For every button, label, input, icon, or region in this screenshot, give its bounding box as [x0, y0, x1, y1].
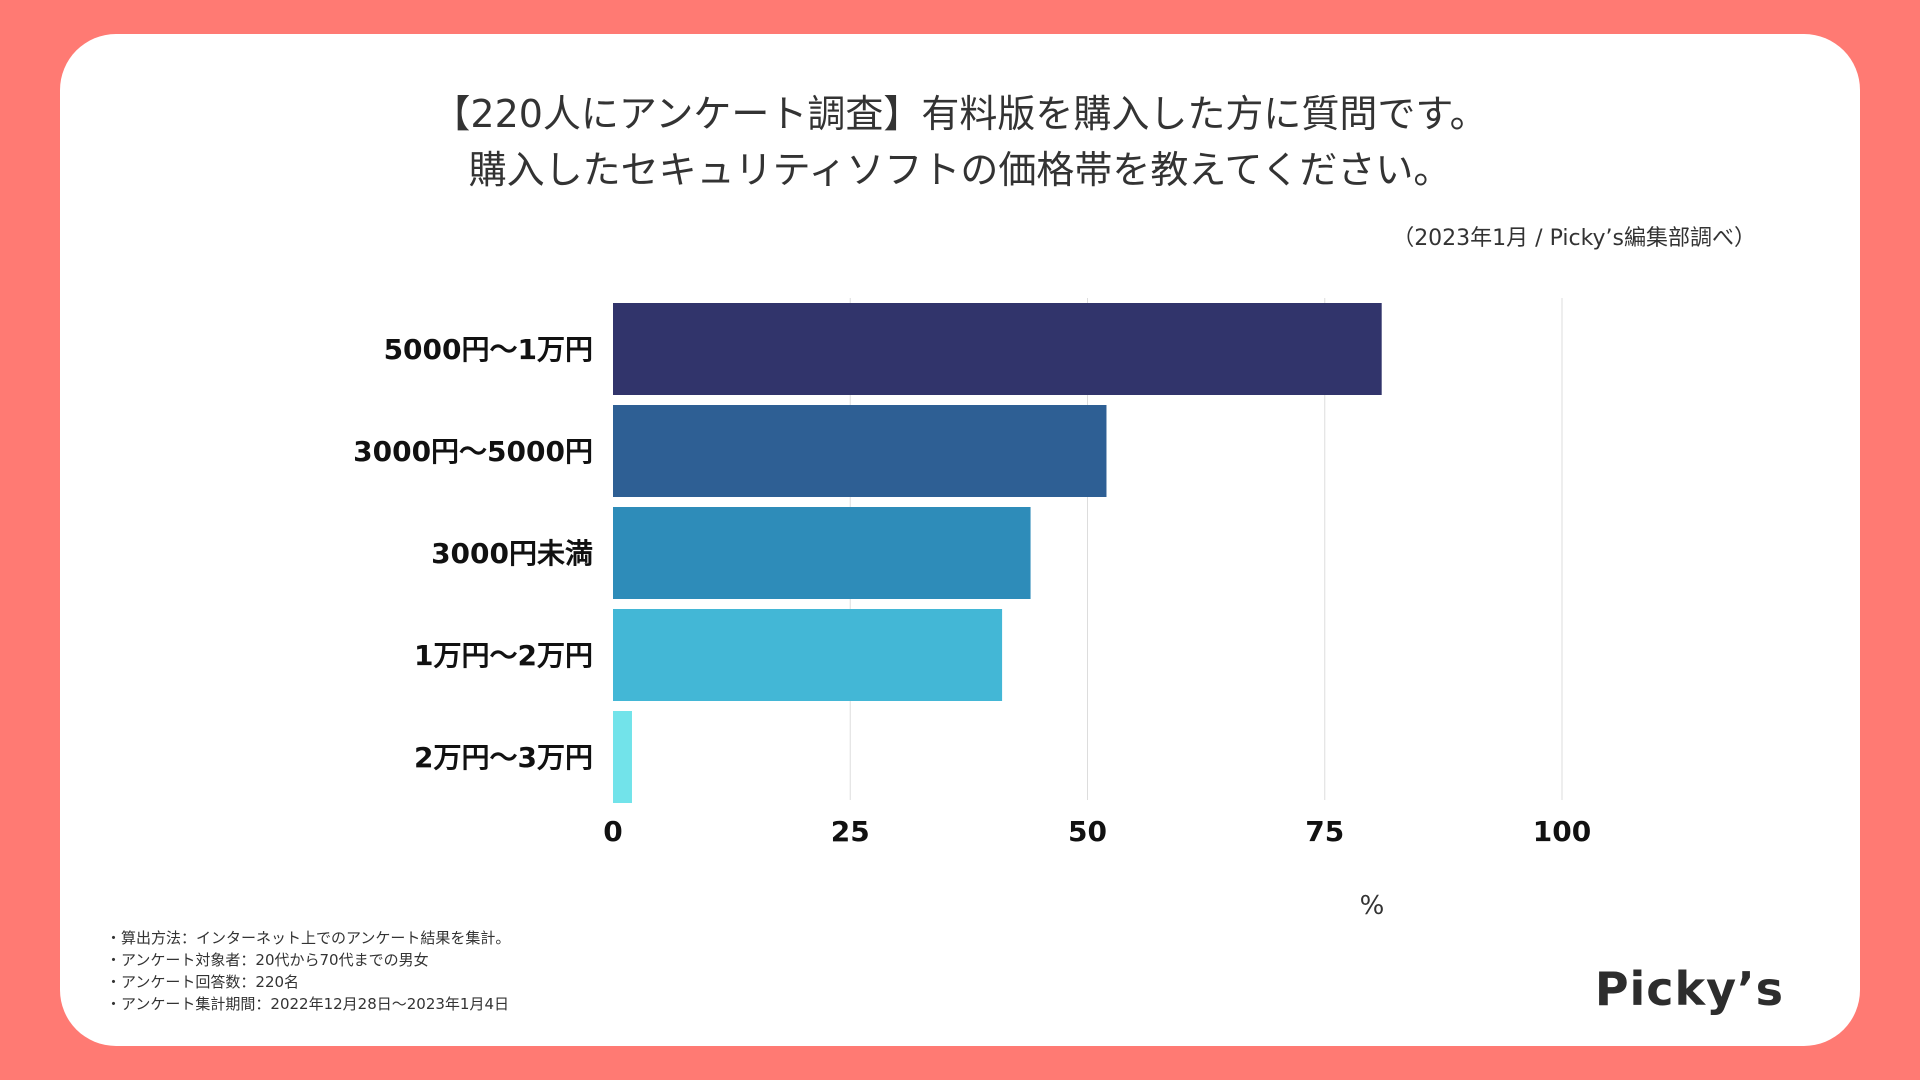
x-tick-label: 75 [1305, 815, 1344, 848]
pickys-logo: Picky’s [1594, 962, 1784, 1016]
x-tick-label: 100 [1533, 815, 1591, 848]
bar-3 [613, 507, 1031, 599]
category-label: 1万円〜2万円 [414, 639, 593, 672]
chart-title: 【220人にアンケート調査】有料版を購入した方に質問です。 購入したセキュリティ… [60, 86, 1860, 198]
bar-4 [613, 609, 1003, 701]
note-target: ・アンケート対象者：20代から70代までの男女 [106, 951, 429, 969]
bar-chart: 5000円〜1万円 3000円〜5000円 3000円未満 1万円〜2万円 2万円〜3万… [353, 298, 1591, 921]
survey-source: （2023年1月 / Picky’s編集部調べ） [1392, 226, 1756, 251]
bar-1 [613, 303, 1382, 395]
note-method: ・算出方法：インターネット上でのアンケート結果を集計。 [106, 929, 511, 947]
bar-2 [613, 405, 1107, 497]
x-tick-label: 50 [1068, 815, 1107, 848]
bar-5 [613, 711, 632, 803]
category-label: 5000円〜1万円 [384, 333, 593, 366]
chart-title-line-1: 【220人にアンケート調査】有料版を購入した方に質問です。 [432, 92, 1488, 136]
category-label: 3000円未満 [431, 537, 593, 570]
x-axis-label: % [1360, 891, 1385, 921]
x-tick-label: 25 [831, 815, 870, 848]
x-tick-labels: 0 25 50 75 100 [603, 815, 1591, 848]
category-labels: 5000円〜1万円 3000円〜5000円 3000円未満 1万円〜2万円 2万円〜3万… [353, 333, 593, 774]
note-period: ・アンケート集計期間：2022年12月28日〜2023年1月4日 [106, 995, 510, 1013]
x-tick-label: 0 [603, 815, 622, 848]
bars [613, 303, 1382, 803]
category-label: 3000円〜5000円 [353, 435, 593, 468]
chart-card: 【220人にアンケート調査】有料版を購入した方に質問です。 購入したセキュリティ… [60, 34, 1860, 1046]
note-count: ・アンケート回答数：220名 [106, 973, 300, 991]
chart-title-line-2: 購入したセキュリティソフトの価格帯を教えてください。 [468, 148, 1452, 192]
category-label: 2万円〜3万円 [414, 741, 593, 774]
survey-notes: ・算出方法：インターネット上でのアンケート結果を集計。 ・アンケート対象者：20… [106, 927, 510, 1015]
